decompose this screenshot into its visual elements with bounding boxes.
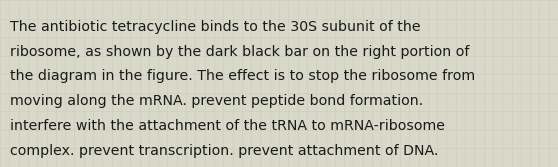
Text: The antibiotic tetracycline binds to the 30S subunit of the: The antibiotic tetracycline binds to the… xyxy=(10,20,421,34)
Text: the diagram in the figure. The effect is to stop the ribosome from: the diagram in the figure. The effect is… xyxy=(10,69,475,84)
Text: moving along the mRNA. prevent peptide bond formation.: moving along the mRNA. prevent peptide b… xyxy=(10,94,424,108)
Text: ribosome, as shown by the dark black bar on the right portion of: ribosome, as shown by the dark black bar… xyxy=(10,45,469,59)
Text: interfere with the attachment of the tRNA to mRNA-ribosome: interfere with the attachment of the tRN… xyxy=(10,119,445,133)
Text: complex. prevent transcription. prevent attachment of DNA.: complex. prevent transcription. prevent … xyxy=(10,144,439,158)
